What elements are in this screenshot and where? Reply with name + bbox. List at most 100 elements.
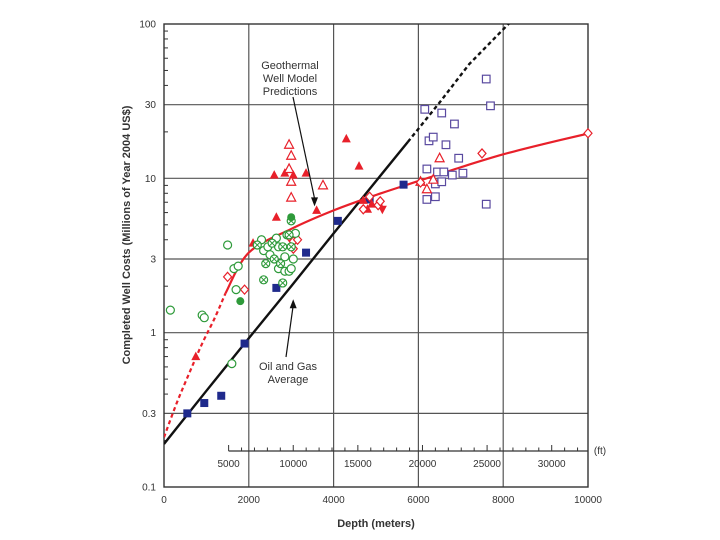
marker-triangle-open xyxy=(285,191,297,202)
ft-unit-label: (ft) xyxy=(594,446,606,457)
marker-triangle-open xyxy=(427,173,439,184)
marker-circle-x xyxy=(284,230,294,240)
marker-square-open xyxy=(454,153,464,163)
marker-square-open xyxy=(437,108,447,118)
marker-square-filled xyxy=(200,399,209,408)
ft-tick-label: 30000 xyxy=(538,459,566,470)
marker-triangle-filled xyxy=(191,351,201,361)
marker-diamond-open xyxy=(415,177,426,188)
marker-square-open xyxy=(422,195,432,204)
marker-triangle-filled xyxy=(301,168,311,177)
marker-diamond-open xyxy=(364,191,375,203)
y-tick-labels: 0.1 0.3 1 3 10 30 100 xyxy=(139,20,156,494)
marker-diamond-open xyxy=(477,148,487,159)
marker-circle-open xyxy=(286,264,296,274)
marker-square-open xyxy=(441,140,451,150)
marker-circle-x xyxy=(259,275,269,285)
x-tick-label: 4000 xyxy=(322,495,345,506)
marker-square-open xyxy=(439,167,449,177)
marker-square-open xyxy=(450,119,459,129)
marker-triangle-open xyxy=(283,138,295,149)
marker-circle-x xyxy=(286,242,296,252)
trend-line xyxy=(164,141,409,445)
marker-circle-open xyxy=(223,240,233,250)
marker-triangle-filled xyxy=(341,133,351,143)
secondary-feet-axis: 5000 10000 15000 20000 25000 30000 (ft) xyxy=(217,445,606,470)
marker-circle-filled xyxy=(287,213,296,222)
marker-square-filled xyxy=(399,180,408,189)
x-tick-label: 8000 xyxy=(492,495,515,506)
y-tick-label: 10 xyxy=(145,174,157,185)
annotation-arrowhead-geothermal xyxy=(311,197,319,207)
ft-tick-label: 10000 xyxy=(279,459,307,470)
marker-circle-x xyxy=(267,238,277,248)
ft-tick-label: 20000 xyxy=(409,459,437,470)
marker-circle-x xyxy=(252,240,262,250)
marker-circle-open xyxy=(227,359,237,369)
ft-tick-label: 15000 xyxy=(344,459,372,470)
marker-diamond-open xyxy=(239,284,250,296)
trend-line xyxy=(406,24,511,143)
marker-triangle-filled xyxy=(354,161,364,170)
marker-square-open xyxy=(437,177,447,187)
marker-circle-open xyxy=(233,261,243,271)
marker-triangle-filled xyxy=(312,205,322,214)
trend-lines xyxy=(164,24,588,445)
marker-diamond-open xyxy=(222,271,233,283)
marker-circle-x xyxy=(278,242,288,252)
marker-triangle-open xyxy=(285,175,297,186)
y-axis-label: Completed Well Costs (Millions of Year 2… xyxy=(121,105,133,364)
marker-triangle-filled xyxy=(271,212,281,221)
marker-circle-open xyxy=(165,305,175,315)
annotations: Geothermal Well Model Predictions Oil and G… xyxy=(259,60,319,386)
x-tick-labels: 0 2000 4000 6000 8000 10000 xyxy=(161,495,602,506)
marker-circle-open xyxy=(231,285,241,295)
data-markers xyxy=(165,74,593,418)
marker-square-filled xyxy=(272,283,281,292)
marker-square-open xyxy=(458,168,468,178)
marker-triangle-filled xyxy=(358,195,368,204)
marker-diamond-open xyxy=(358,203,369,215)
trend-line xyxy=(224,132,588,294)
marker-square-filled xyxy=(302,248,311,257)
grid-lines xyxy=(164,24,588,487)
annotation-arrowhead-oilgas xyxy=(289,299,297,309)
y-tick-label: 3 xyxy=(150,255,156,266)
marker-circle-x xyxy=(276,259,286,269)
marker-square-open xyxy=(481,74,491,84)
marker-triangle-open xyxy=(283,162,295,174)
marker-square-filled xyxy=(333,216,342,225)
marker-square-open xyxy=(422,164,432,174)
marker-triangle-open xyxy=(421,182,433,194)
trend-line xyxy=(164,292,227,438)
marker-square-filled xyxy=(183,409,192,418)
marker-circle-filled xyxy=(236,297,245,306)
x-tick-label: 10000 xyxy=(574,495,602,506)
annotation-geothermal: Geothermal Well Model Predictions xyxy=(261,60,318,98)
marker-square-open xyxy=(420,104,430,114)
annotation-arrow-oilgas xyxy=(285,305,294,358)
y-tick-label: 30 xyxy=(145,100,157,111)
y-tick-label: 100 xyxy=(139,20,156,31)
marker-circle-x xyxy=(269,254,279,264)
marker-circle-x xyxy=(261,259,271,269)
annotation-oilgas: Oil and Gas Average xyxy=(259,361,318,386)
marker-triangle-open xyxy=(285,149,297,160)
x-axis-label: Depth (meters) xyxy=(337,518,415,530)
annotation-arrow-geothermal xyxy=(292,96,316,199)
marker-square-open xyxy=(481,199,491,209)
marker-triangle-open xyxy=(434,151,446,163)
y-tick-label: 0.3 xyxy=(142,409,156,420)
marker-square-open xyxy=(447,170,457,180)
marker-square-open xyxy=(430,192,440,202)
marker-triangle-filled xyxy=(269,170,279,179)
plot-frame xyxy=(163,23,589,488)
marker-square-filled xyxy=(217,391,226,400)
marker-diamond-open xyxy=(583,127,593,139)
ft-tick-label: 5000 xyxy=(217,459,240,470)
x-tick-label: 2000 xyxy=(238,495,261,506)
y-tick-label: 1 xyxy=(150,328,156,339)
ft-tick-label: 25000 xyxy=(473,459,501,470)
marker-circle-open xyxy=(288,254,298,264)
